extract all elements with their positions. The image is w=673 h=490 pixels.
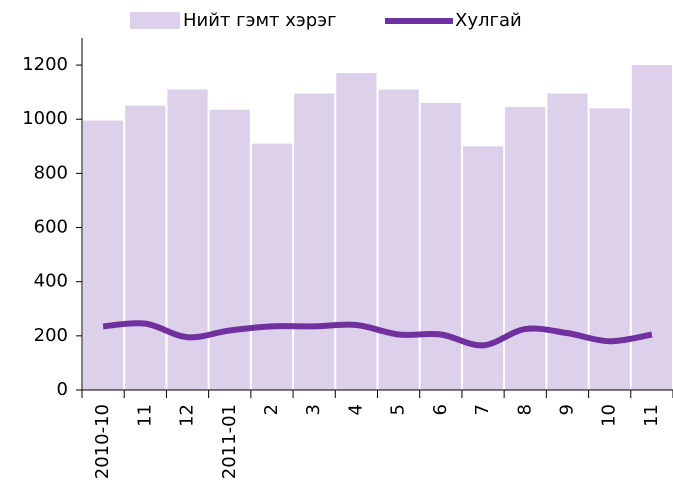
bar <box>631 65 672 391</box>
bar <box>589 108 630 391</box>
y-tick-label: 1000 <box>22 108 68 129</box>
x-tick-label: 2011-01 <box>219 404 240 479</box>
x-tick-label: 6 <box>430 404 451 415</box>
x-tick-label: 11 <box>134 404 155 427</box>
y-tick-label: 0 <box>57 379 68 400</box>
y-tick-label: 600 <box>34 217 68 238</box>
x-tick-label: 5 <box>388 404 409 415</box>
bar <box>83 120 124 390</box>
bar <box>294 93 335 390</box>
bar <box>378 89 419 390</box>
x-tick-label: 11 <box>641 404 662 427</box>
x-tick-label: 8 <box>514 404 535 415</box>
x-tick-label: 12 <box>177 404 198 427</box>
legend-swatch-bar <box>130 12 180 29</box>
bar <box>336 73 377 390</box>
x-tick-label: 10 <box>599 404 620 427</box>
x-tick-label: 3 <box>303 404 324 415</box>
x-tick-label: 7 <box>472 404 493 415</box>
y-tick-label: 200 <box>34 325 68 346</box>
bar <box>125 105 166 390</box>
x-tick-label: 4 <box>345 404 366 415</box>
bar <box>209 109 250 390</box>
line <box>102 320 653 349</box>
y-tick-label: 400 <box>34 271 68 292</box>
legend-label: Нийт гэмт хэрэг <box>183 10 337 31</box>
y-tick-label: 1200 <box>22 54 68 75</box>
y-tick-label: 800 <box>34 162 68 183</box>
bar <box>420 102 461 390</box>
bar <box>462 146 504 390</box>
bar <box>167 89 208 390</box>
bar <box>547 93 588 390</box>
bar <box>251 143 293 390</box>
x-tick-label: 2 <box>261 404 282 415</box>
x-tick-label: 2010-10 <box>92 404 113 479</box>
bar <box>505 107 546 391</box>
legend-label: Хулгай <box>455 10 522 31</box>
x-tick-label: 9 <box>556 404 577 415</box>
